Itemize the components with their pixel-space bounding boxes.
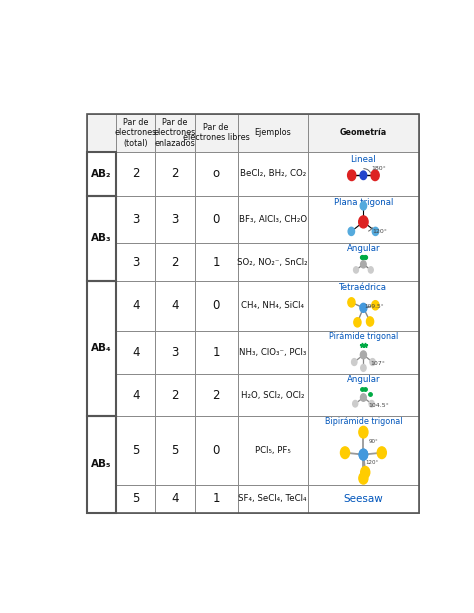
Circle shape — [361, 394, 366, 402]
Text: AB₂: AB₂ — [91, 169, 112, 178]
Text: AB₅: AB₅ — [91, 459, 112, 469]
Circle shape — [359, 473, 368, 484]
Text: Lineal: Lineal — [351, 155, 376, 164]
Text: 3: 3 — [171, 346, 179, 359]
Text: Par de
electrones
(total): Par de electrones (total) — [115, 118, 157, 148]
Circle shape — [372, 300, 379, 310]
Circle shape — [354, 318, 361, 327]
Text: 107°: 107° — [370, 361, 385, 366]
Bar — [87, 281, 116, 416]
Bar — [87, 196, 116, 281]
Text: SF₄, SeCl₄, TeCl₄: SF₄, SeCl₄, TeCl₄ — [238, 494, 307, 503]
Text: 0: 0 — [212, 444, 220, 457]
Text: 5: 5 — [132, 492, 139, 505]
Circle shape — [360, 202, 366, 210]
Text: 1: 1 — [212, 492, 220, 505]
Text: Par de
electrones libres: Par de electrones libres — [183, 123, 249, 142]
Bar — [87, 151, 116, 196]
Text: 5: 5 — [132, 444, 139, 457]
Circle shape — [348, 227, 355, 235]
Bar — [87, 416, 116, 512]
Bar — [87, 113, 419, 512]
Text: SO₂, NO₂⁻, SnCl₂: SO₂, NO₂⁻, SnCl₂ — [237, 257, 308, 267]
Circle shape — [359, 449, 368, 460]
Text: 120°: 120° — [373, 229, 388, 234]
Circle shape — [347, 170, 356, 181]
Circle shape — [361, 365, 366, 371]
Text: 4: 4 — [171, 299, 179, 312]
Text: Bipirámide trigonal: Bipirámide trigonal — [325, 417, 402, 426]
Text: AB₄: AB₄ — [91, 343, 112, 353]
Text: Ejemplos: Ejemplos — [254, 128, 291, 137]
Text: 1: 1 — [212, 346, 220, 359]
Text: 3: 3 — [171, 213, 179, 226]
Circle shape — [360, 351, 366, 359]
Bar — [87, 196, 116, 281]
Bar — [87, 281, 116, 416]
Text: Angular: Angular — [346, 244, 380, 253]
Circle shape — [360, 303, 367, 313]
Text: 120°: 120° — [366, 460, 379, 465]
Text: CH₄, NH₄, SiCl₄: CH₄, NH₄, SiCl₄ — [241, 302, 304, 310]
Circle shape — [359, 426, 368, 438]
Circle shape — [361, 466, 370, 478]
Text: NH₃, ClO₃⁻, PCl₃: NH₃, ClO₃⁻, PCl₃ — [239, 348, 306, 357]
Circle shape — [371, 170, 379, 181]
Text: 2: 2 — [212, 389, 220, 402]
Text: PCl₅, PF₅: PCl₅, PF₅ — [255, 446, 291, 455]
Text: 2: 2 — [132, 167, 139, 180]
Text: AB₃: AB₃ — [91, 233, 112, 243]
Circle shape — [368, 267, 373, 273]
Bar — [87, 151, 116, 196]
Text: 2: 2 — [171, 256, 179, 268]
Circle shape — [354, 267, 358, 273]
Text: Geometría: Geometría — [340, 128, 387, 137]
Bar — [87, 113, 419, 151]
Text: Par de
electrones
enlazados: Par de electrones enlazados — [154, 118, 196, 148]
Circle shape — [366, 317, 374, 326]
Circle shape — [353, 400, 358, 407]
Text: 2: 2 — [171, 389, 179, 402]
Circle shape — [370, 359, 375, 365]
Text: 0: 0 — [212, 213, 220, 226]
Bar — [87, 416, 116, 512]
Circle shape — [359, 216, 368, 228]
Text: Tetraédrica: Tetraédrica — [339, 283, 387, 292]
Text: 0: 0 — [212, 299, 220, 312]
Text: 5: 5 — [171, 444, 179, 457]
Text: H₂O, SCl₂, OCl₂: H₂O, SCl₂, OCl₂ — [241, 390, 304, 400]
Text: 180°: 180° — [372, 167, 386, 172]
Text: 90°: 90° — [368, 439, 378, 444]
Circle shape — [377, 447, 386, 459]
Text: 4: 4 — [171, 492, 179, 505]
Text: 3: 3 — [132, 213, 139, 226]
Text: 4: 4 — [132, 299, 139, 312]
Circle shape — [359, 449, 368, 460]
Circle shape — [348, 298, 355, 307]
Bar — [87, 113, 419, 512]
Text: 2: 2 — [171, 167, 179, 180]
Circle shape — [361, 261, 366, 268]
Text: Plana trigonal: Plana trigonal — [334, 198, 393, 207]
Text: BF₃, AlCl₃, CH₂O: BF₃, AlCl₃, CH₂O — [238, 215, 307, 224]
Circle shape — [340, 447, 349, 459]
Text: 3: 3 — [132, 256, 139, 268]
Text: 4: 4 — [132, 389, 139, 402]
Text: Pirámide trigonal: Pirámide trigonal — [329, 332, 398, 341]
Text: Seesaw: Seesaw — [344, 494, 383, 504]
Text: 4: 4 — [132, 346, 139, 359]
Text: o: o — [212, 167, 219, 180]
Text: Angular: Angular — [346, 375, 380, 384]
Circle shape — [352, 359, 357, 365]
Circle shape — [372, 227, 379, 235]
Text: 1: 1 — [212, 256, 220, 268]
Text: 104.5°: 104.5° — [368, 403, 389, 408]
Circle shape — [369, 400, 374, 407]
Text: BeCl₂, BH₂, CO₂: BeCl₂, BH₂, CO₂ — [239, 169, 306, 178]
Circle shape — [360, 171, 367, 180]
Text: 109.5°: 109.5° — [364, 305, 384, 310]
